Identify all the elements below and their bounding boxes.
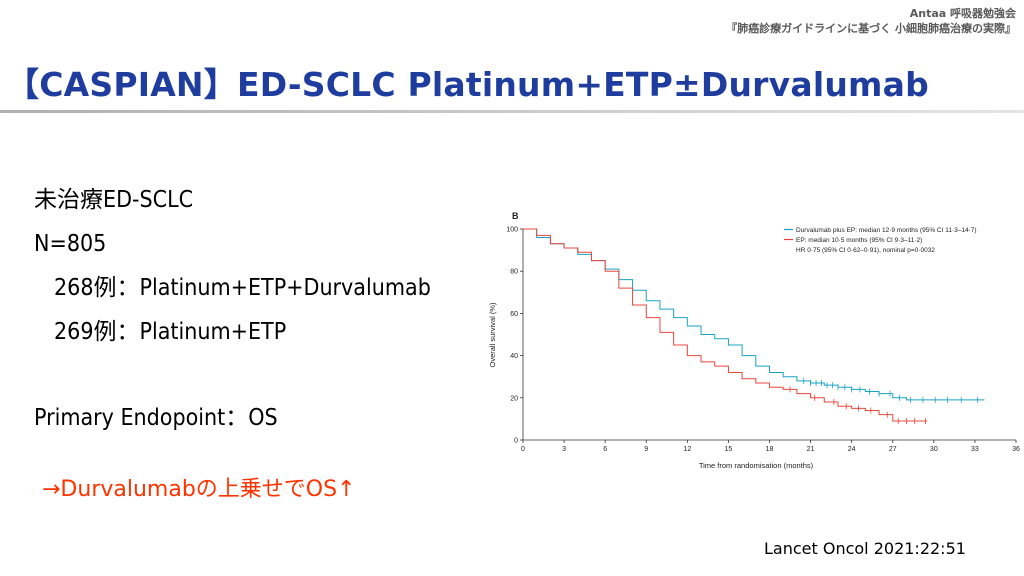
- x-tick-label: 15: [725, 446, 733, 453]
- citation-text: Lancet Oncol 2021:22:51: [764, 539, 966, 558]
- legend-label-1: Durvalumab plus EP: median 12·9 months (…: [796, 227, 977, 234]
- arm2-text: 269例：Platinum+ETP: [54, 319, 287, 345]
- title-divider: [0, 110, 1024, 113]
- study-summary: 未治療ED-SCLC N=805 268例：Platinum+ETP+Durva…: [34, 178, 431, 440]
- y-tick-label: 0: [514, 438, 518, 445]
- x-tick-label: 9: [644, 446, 648, 453]
- endpoint-text: Primary Endopoint：OS: [34, 405, 278, 431]
- y-tick-label: 80: [510, 269, 518, 276]
- x-tick-label: 18: [766, 446, 774, 453]
- spacer: [34, 354, 431, 396]
- sample-size-text: N=805: [34, 231, 107, 257]
- panel-label: B: [512, 211, 519, 221]
- slide-title: 【CASPIAN】ED-SCLC Platinum+ETP±Durvalumab: [6, 65, 929, 104]
- header-org: Antaa 呼吸器勉強会: [909, 7, 1016, 20]
- x-tick-label: 36: [1012, 446, 1020, 453]
- header-note: Antaa 呼吸器勉強会 『肺癌診療ガイドラインに基づく 小細胞肺癌治療の実際』: [726, 6, 1016, 36]
- population-text: 未治療ED-SCLC: [34, 187, 194, 213]
- y-tick-label: 100: [506, 227, 518, 234]
- chart-curves: [523, 228, 985, 425]
- x-tick-label: 0: [521, 446, 525, 453]
- x-tick-label: 33: [971, 446, 979, 453]
- x-tick-label: 3: [562, 446, 566, 453]
- series-2: [523, 228, 927, 425]
- x-tick-label: 24: [848, 446, 856, 453]
- hazard-ratio-text: HR 0·75 (95% CI 0·62–0·91), nominal p=0·…: [796, 247, 935, 254]
- y-tick-label: 20: [510, 395, 518, 402]
- chart-legend: Durvalumab plus EP: median 12·9 months (…: [784, 227, 977, 254]
- legend-label-2: EP: median 10·5 months (95% CI 9·3–11·2): [796, 237, 922, 244]
- y-axis-label: Overall survival (%): [488, 302, 497, 368]
- x-axis-label: Time from randomisation (months): [699, 461, 814, 470]
- y-tick-label: 40: [510, 353, 518, 360]
- conclusion-text: →Durvalumabの上乗せでOS↑: [42, 477, 356, 502]
- x-tick-label: 12: [683, 446, 691, 453]
- survival-curve-2: [523, 228, 927, 422]
- arm1-text: 268例：Platinum+ETP+Durvalumab: [54, 275, 431, 301]
- x-tick-label: 27: [889, 446, 897, 453]
- y-tick-label: 60: [510, 311, 518, 318]
- x-tick-label: 30: [930, 446, 938, 453]
- x-tick-label: 6: [603, 446, 607, 453]
- survival-curve-1: [523, 228, 985, 401]
- header-series: 『肺癌診療ガイドラインに基づく 小細胞肺癌治療の実際』: [726, 22, 1016, 35]
- series-1: [523, 228, 985, 403]
- x-tick-label: 21: [807, 446, 815, 453]
